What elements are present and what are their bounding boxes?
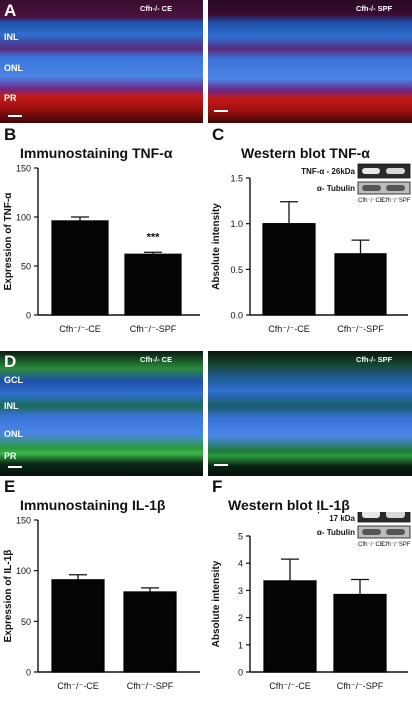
chart-f-ytick-label-5: 5: [238, 532, 243, 542]
chart-title-c: Western blot TNF-α: [241, 145, 370, 161]
chart-b-ytick-label-1: 50: [21, 262, 31, 272]
chart-f-ytick-label-2: 2: [238, 613, 243, 623]
chart-f-blot-tubulin-lane-1: [362, 529, 381, 535]
chart-c-blot-lane-2: [386, 168, 405, 174]
chart-c: 0.0 0.5 1.0 1.5 Absolute intensity Cfh⁻/⁻-CE C…: [211, 163, 411, 334]
chart-e-bar-1: [123, 591, 177, 673]
chart-f-blot-label-1: 17 kDa: [329, 514, 355, 523]
chart-f-blot-lane-1: [362, 512, 380, 518]
chart-b-ytick-label-3: 150: [16, 164, 31, 174]
chart-c-blot-lane-label-0: Cfh⁻/⁻CE: [358, 198, 384, 204]
chart-f-blot-lane-2: [386, 512, 405, 518]
chart-f-blot-tubulin-lane-2: [386, 529, 405, 535]
panel-letter-b: B: [4, 125, 17, 144]
chart-f-category-label-0: Cfh⁻/⁻-CE: [269, 681, 311, 691]
chart-c-blot-lane-1: [362, 168, 380, 174]
micrograph-d-left: [0, 351, 203, 476]
chart-c-ylabel: Absolute intensity: [211, 203, 222, 290]
chart-f-ytick-label-1: 1: [238, 640, 243, 650]
panel-letter-a: A: [4, 1, 17, 20]
chart-f-bar-0: [263, 580, 317, 673]
scale-bar-a-left: [8, 115, 22, 117]
chart-c-blot-tubulin-lane-1: [362, 185, 381, 191]
chart-title-e: Immunostaining IL-1β: [20, 497, 166, 513]
chart-f-category-label-1: Cfh⁻/⁻-SPF: [337, 681, 384, 691]
chart-f-ytick-label-0: 0: [238, 668, 243, 678]
chart-e-ytick-label-0: 0: [26, 668, 31, 678]
layer-d-inl: INL: [4, 401, 19, 411]
scale-bar-a-right: [214, 110, 228, 112]
chart-c-blot-label-0: TNF-α - 26kDa: [301, 167, 355, 176]
chart-c-ytick-label-2: 1.0: [230, 219, 243, 229]
micrograph-d-right: [208, 351, 412, 476]
chart-b-significance: ***: [147, 231, 161, 243]
chart-f-blot-label-2: α- Tubulin: [317, 528, 355, 537]
chart-f-blot-label-0: IL-1β ~31 kDa: [303, 512, 355, 514]
chart-e-ytick-label-2: 100: [16, 566, 31, 576]
chart-f-bar-1: [333, 593, 387, 673]
scale-bar-d-left: [8, 466, 22, 468]
micrograph-a-left: [0, 0, 203, 123]
layer-a-onl: ONL: [4, 63, 23, 73]
label-d-left: Cfh-/- CE: [140, 355, 173, 364]
chart-e: 0 50 100 150 Expression of IL-1β Cfh⁻/⁻-CE Cfh…: [3, 516, 200, 691]
chart-f-blot-band-target: [357, 512, 411, 523]
chart-title-b: Immunostaining TNF-α: [20, 145, 173, 161]
chart-c-ytick-label-0: 0.0: [230, 311, 243, 321]
layer-d-pr: PR: [4, 451, 17, 461]
chart-c-blot-label-1: α- Tubulin: [317, 184, 355, 193]
chart-b-ylabel: Expression of TNF-α: [3, 192, 14, 291]
chart-b-ytick-label-2: 100: [16, 213, 31, 223]
chart-f-blot-lane-label-1: Cfh⁻/⁻SPF: [381, 542, 410, 548]
chart-b-bar-1: [124, 253, 182, 316]
label-d-right: Cfh-/- SPF: [356, 355, 393, 364]
layer-d-gcl: GCL: [4, 375, 23, 385]
chart-c-category-label-1: Cfh⁻/⁻-SPF: [337, 324, 384, 334]
chart-c-bar-0: [262, 223, 316, 316]
chart-f-blot-lane-label-0: Cfh⁻/⁻CE: [358, 542, 384, 548]
chart-f-ylabel: Absolute intensity: [211, 560, 222, 647]
chart-b-bar-0: [51, 220, 109, 316]
chart-e-category-label-1: Cfh⁻/⁻-SPF: [127, 681, 174, 691]
chart-e-category-label-0: Cfh⁻/⁻-CE: [57, 681, 99, 691]
chart-c-ytick-label-3: 1.5: [230, 174, 243, 184]
chart-c-blot-band-target: [357, 163, 411, 179]
panel-letter-f: F: [212, 477, 223, 496]
chart-e-bar-0: [51, 579, 105, 673]
chart-b: 0 50 100 150 Expression of TNF-α Cfh⁻/⁻-CE Cfh…: [3, 164, 200, 334]
label-a-left: Cfh-/- CE: [140, 4, 173, 13]
chart-f-ytick-label-3: 3: [238, 586, 243, 596]
chart-f: 0 1 2 3 4 5 Absolute intensity Cfh⁻/⁻-CE Cfh⁻/⁻-…: [211, 512, 411, 691]
micrograph-a-right: [208, 0, 412, 123]
chart-b-category-label-0: Cfh⁻/⁻-CE: [59, 324, 101, 334]
chart-f-ytick-label-4: 4: [238, 559, 243, 569]
panel-letter-c: C: [212, 125, 225, 144]
layer-d-onl: ONL: [4, 429, 23, 439]
chart-b-ytick-label-0: 0: [26, 311, 31, 321]
chart-c-blot-lane-label-1: Cfh⁻/⁻SPF: [381, 198, 410, 204]
panel-letter-e: E: [4, 477, 16, 496]
label-a-right: Cfh-/- SPF: [356, 4, 393, 13]
scale-bar-d-right: [214, 464, 228, 466]
layer-a-pr: PR: [4, 93, 17, 103]
chart-e-ytick-label-1: 50: [21, 617, 31, 627]
chart-c-category-label-0: Cfh⁻/⁻-CE: [268, 324, 310, 334]
chart-c-ytick-label-1: 0.5: [230, 265, 243, 275]
chart-e-ylabel: Expression of IL-1β: [3, 550, 14, 643]
chart-e-ytick-label-3: 150: [16, 516, 31, 526]
chart-c-bar-1: [334, 253, 387, 316]
panel-letter-d: D: [4, 352, 17, 371]
layer-a-inl: INL: [4, 32, 19, 42]
chart-b-category-label-1: Cfh⁻/⁻-SPF: [130, 324, 177, 334]
chart-c-blot-tubulin-lane-2: [386, 185, 405, 191]
chart-title-f: Western blot IL-1β: [228, 497, 350, 513]
